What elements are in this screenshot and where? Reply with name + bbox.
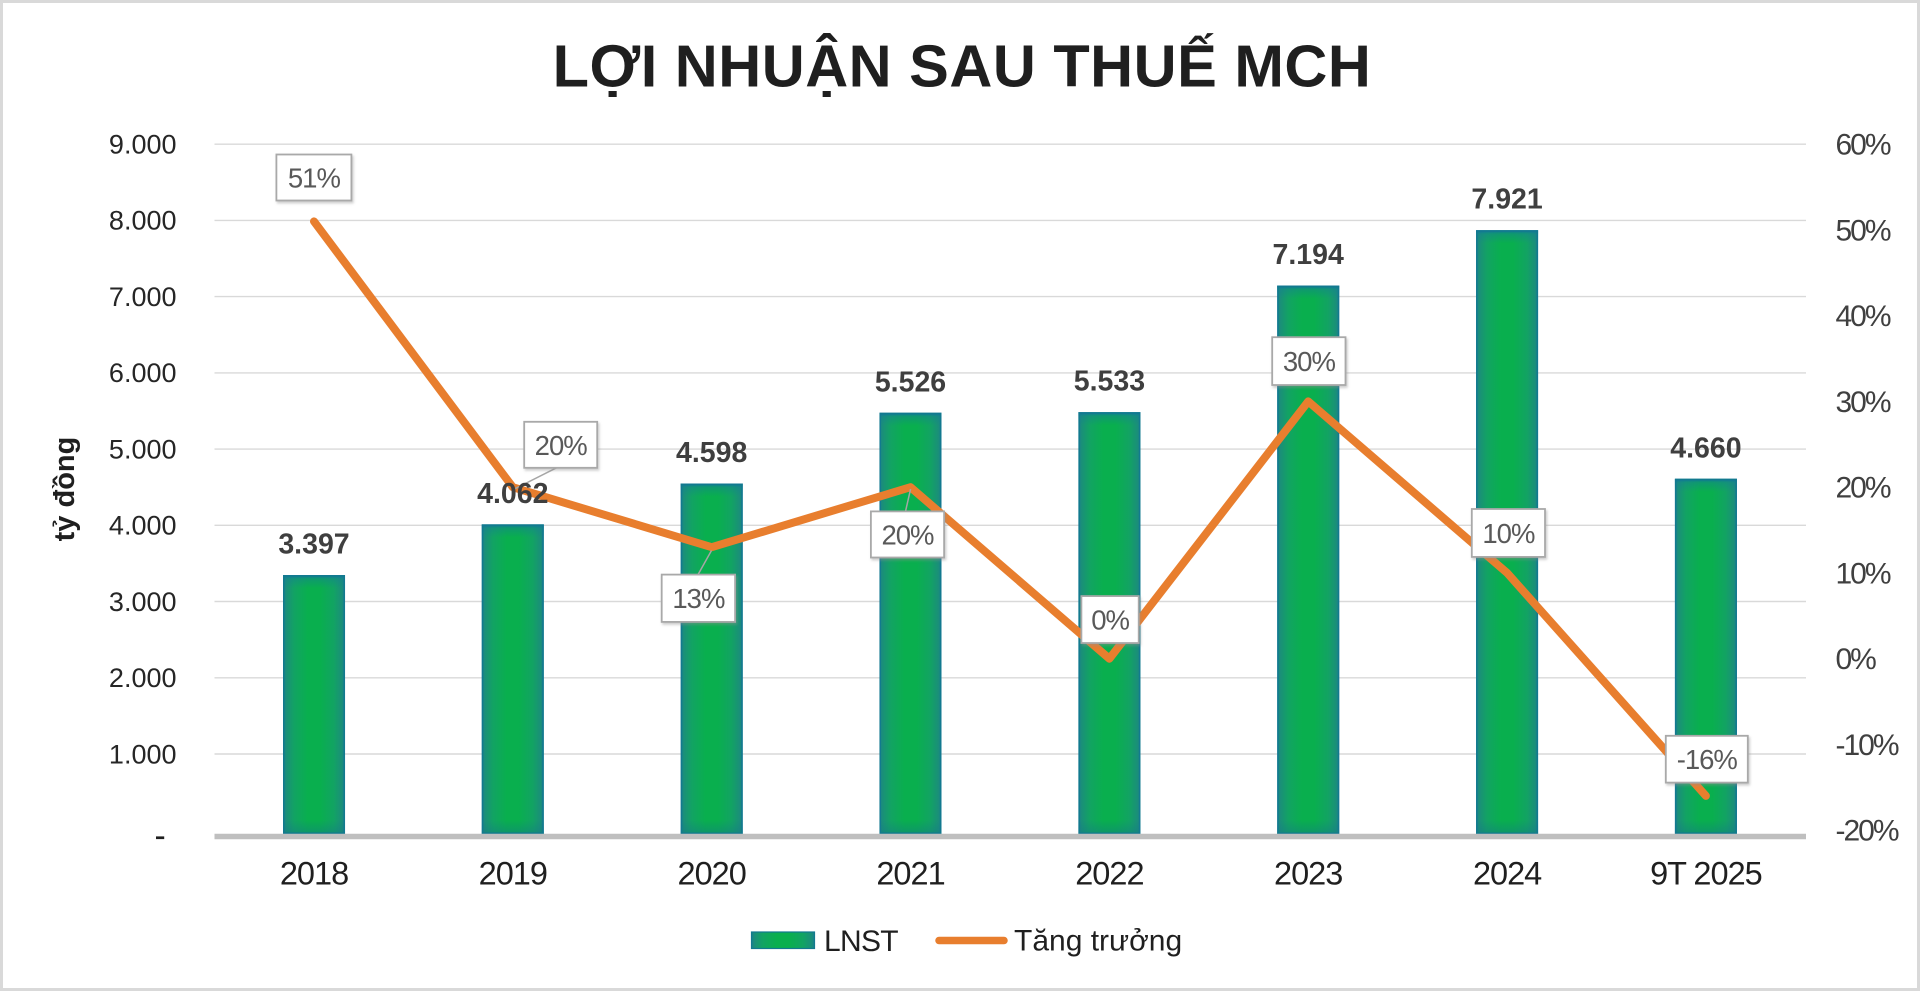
svg-text:9.000: 9.000 — [109, 130, 177, 160]
svg-text:0%: 0% — [1091, 605, 1129, 636]
svg-text:7.921: 7.921 — [1471, 184, 1542, 216]
svg-text:-20%: -20% — [1836, 815, 1899, 848]
svg-text:6.000: 6.000 — [109, 358, 177, 388]
svg-text:5.526: 5.526 — [875, 366, 946, 398]
svg-text:Tăng trưởng: Tăng trưởng — [1014, 925, 1182, 958]
svg-text:LNST: LNST — [824, 925, 898, 958]
svg-text:1.000: 1.000 — [109, 739, 177, 769]
svg-text:4.062: 4.062 — [477, 478, 548, 510]
svg-text:9T 2025: 9T 2025 — [1650, 856, 1762, 892]
svg-text:13%: 13% — [672, 583, 725, 614]
svg-text:tỷ đồng: tỷ đồng — [49, 437, 81, 542]
svg-text:3.397: 3.397 — [278, 529, 349, 561]
svg-text:20%: 20% — [535, 430, 588, 461]
svg-text:4.660: 4.660 — [1670, 432, 1741, 464]
svg-text:4.598: 4.598 — [676, 437, 747, 469]
svg-text:3.000: 3.000 — [109, 587, 177, 617]
svg-text:40%: 40% — [1836, 300, 1891, 333]
svg-text:-10%: -10% — [1836, 729, 1899, 762]
svg-text:7.194: 7.194 — [1273, 239, 1344, 271]
svg-text:2024: 2024 — [1473, 856, 1542, 892]
svg-text:2022: 2022 — [1075, 856, 1143, 892]
svg-text:2019: 2019 — [479, 856, 547, 892]
svg-text:10%: 10% — [1482, 518, 1535, 549]
svg-text:2018: 2018 — [280, 856, 348, 892]
svg-text:5.533: 5.533 — [1074, 366, 1145, 398]
svg-text:2021: 2021 — [876, 856, 944, 892]
svg-text:LỢI NHUẬN SAU THUẾ MCH: LỢI NHUẬN SAU THUẾ MCH — [553, 33, 1372, 100]
svg-text:-16%: -16% — [1677, 744, 1738, 775]
svg-text:60%: 60% — [1836, 129, 1891, 162]
svg-text:51%: 51% — [288, 163, 341, 194]
svg-text:8.000: 8.000 — [109, 206, 177, 236]
svg-text:20%: 20% — [881, 519, 934, 550]
svg-text:30%: 30% — [1283, 346, 1336, 377]
svg-text:10%: 10% — [1836, 557, 1891, 590]
svg-text:4.000: 4.000 — [109, 511, 177, 541]
svg-text:7.000: 7.000 — [109, 282, 177, 312]
svg-text:2020: 2020 — [678, 856, 746, 892]
svg-text:5.000: 5.000 — [109, 434, 177, 464]
svg-text:50%: 50% — [1836, 214, 1891, 247]
svg-text:30%: 30% — [1836, 386, 1891, 419]
svg-text:2.000: 2.000 — [109, 663, 177, 693]
svg-text:0%: 0% — [1836, 643, 1877, 676]
svg-text:2023: 2023 — [1274, 856, 1342, 892]
svg-text:20%: 20% — [1836, 472, 1891, 505]
